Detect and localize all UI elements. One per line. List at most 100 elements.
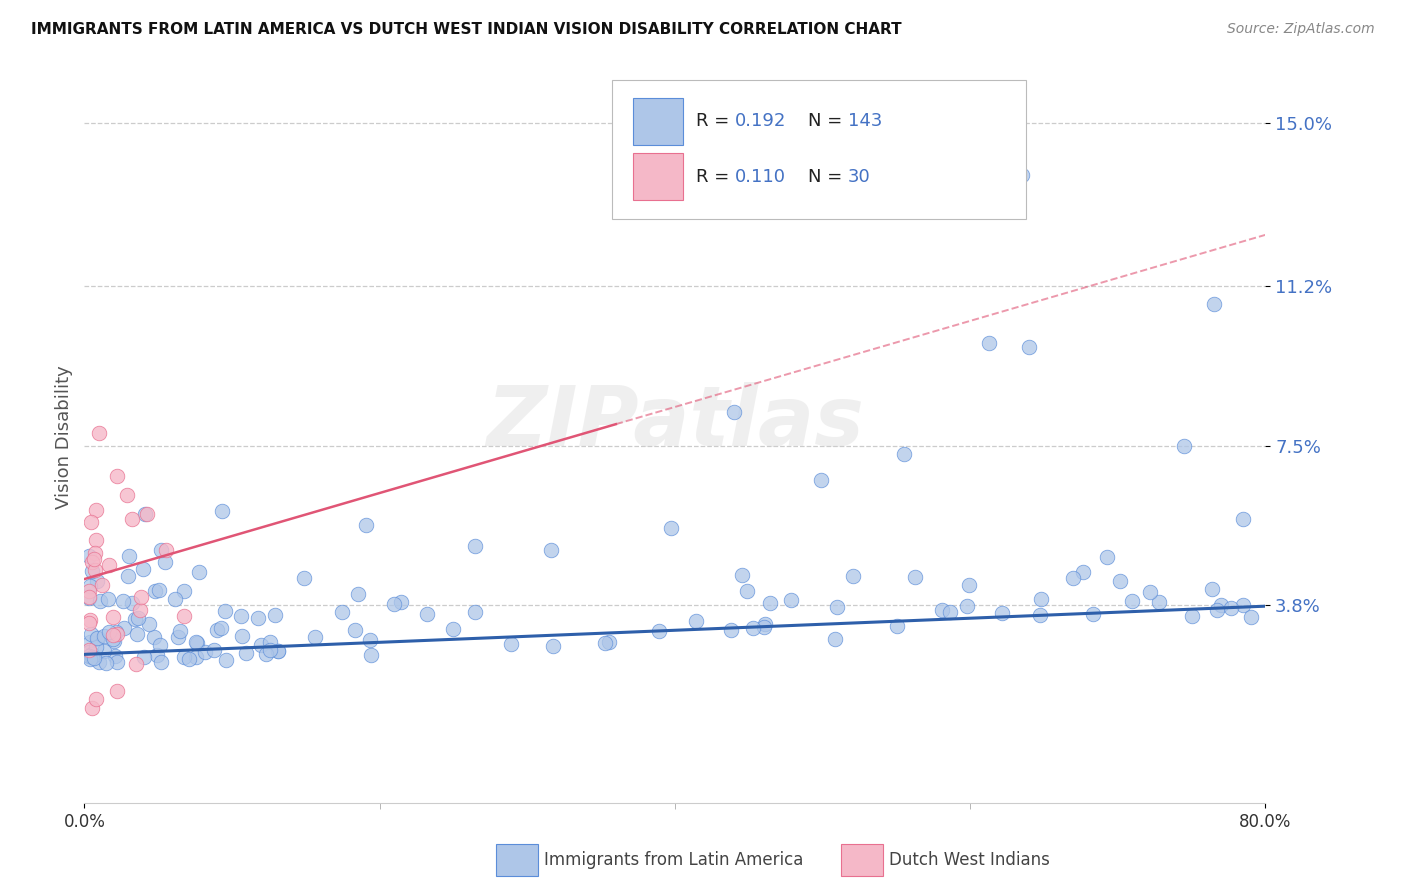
Point (125, 657, 148, 672)
Point (79, 635, 101, 649)
Text: Source: ZipAtlas.com: Source: ZipAtlas.com (1227, 22, 1375, 37)
Point (956, 599, 979, 613)
Point (235, 646, 257, 660)
Point (256, 647, 278, 661)
Point (332, 606, 354, 620)
Point (344, 623, 367, 637)
Point (742, 621, 765, 635)
Point (886, 619, 908, 633)
Point (250, 638, 273, 652)
Point (111, 594, 134, 608)
Text: 143: 143 (848, 112, 882, 130)
Text: R =: R = (696, 168, 735, 186)
Point (105, 468, 128, 483)
Point (598, 634, 620, 648)
Point (464, 539, 486, 553)
Point (346, 587, 368, 601)
Point (194, 645, 217, 659)
Text: N =: N = (808, 168, 848, 186)
Point (416, 607, 439, 622)
Point (229, 609, 252, 624)
Point (167, 630, 190, 644)
Point (127, 611, 149, 625)
Point (1081, 607, 1104, 621)
Point (125, 627, 148, 641)
Point (128, 603, 150, 617)
Point (202, 643, 225, 657)
Point (824, 632, 846, 646)
Point (90, 578, 112, 592)
Point (96, 656, 118, 670)
Point (754, 616, 776, 631)
Text: Immigrants from Latin America: Immigrants from Latin America (544, 851, 803, 869)
Point (359, 632, 381, 647)
Point (1240, 609, 1263, 624)
Text: 0.192: 0.192 (735, 112, 787, 130)
Point (105, 684, 128, 698)
Point (939, 605, 962, 619)
Text: N =: N = (808, 112, 848, 130)
Point (169, 624, 191, 639)
Point (77, 642, 100, 657)
Point (259, 643, 281, 657)
Point (685, 614, 707, 628)
Point (153, 555, 176, 569)
Point (155, 542, 177, 557)
Point (1071, 565, 1094, 579)
Point (103, 628, 125, 642)
Point (292, 571, 315, 585)
Point (146, 648, 169, 662)
Point (541, 639, 564, 653)
Point (77, 549, 100, 563)
Point (356, 518, 378, 533)
Point (104, 625, 127, 640)
Point (84, 640, 107, 654)
Text: R =: R = (696, 112, 735, 130)
Point (184, 635, 207, 649)
Point (246, 611, 269, 625)
Point (841, 568, 863, 582)
Point (186, 650, 208, 665)
Point (264, 607, 287, 622)
Point (1108, 574, 1130, 588)
Point (135, 507, 157, 521)
Point (83, 564, 105, 578)
Point (1031, 592, 1053, 607)
Point (80, 649, 103, 664)
Point (83, 546, 105, 560)
Point (957, 577, 980, 591)
Point (87, 655, 110, 669)
Text: 30: 30 (848, 168, 870, 186)
Text: 0.110: 0.110 (735, 168, 786, 186)
Point (148, 582, 170, 597)
Point (79, 613, 101, 627)
Point (165, 591, 187, 606)
Point (80, 564, 103, 578)
Point (1232, 598, 1254, 612)
Point (150, 656, 173, 670)
Point (267, 644, 290, 658)
Point (103, 633, 125, 648)
Point (80, 648, 103, 662)
Point (98, 558, 121, 573)
Point (145, 584, 167, 599)
Point (149, 639, 172, 653)
Point (1211, 598, 1233, 612)
Point (80, 555, 103, 569)
Point (977, 336, 1000, 351)
Point (1201, 582, 1223, 596)
Point (93, 644, 115, 658)
Point (893, 447, 915, 461)
Point (79, 579, 101, 593)
Point (779, 592, 801, 607)
Point (118, 549, 141, 563)
Point (730, 567, 752, 582)
Text: ZIPatlas: ZIPatlas (486, 382, 863, 463)
Point (117, 569, 139, 583)
Point (84, 503, 107, 517)
Point (1018, 340, 1040, 354)
Point (441, 622, 464, 636)
Point (132, 561, 155, 575)
Point (215, 653, 238, 667)
Point (87, 631, 110, 645)
